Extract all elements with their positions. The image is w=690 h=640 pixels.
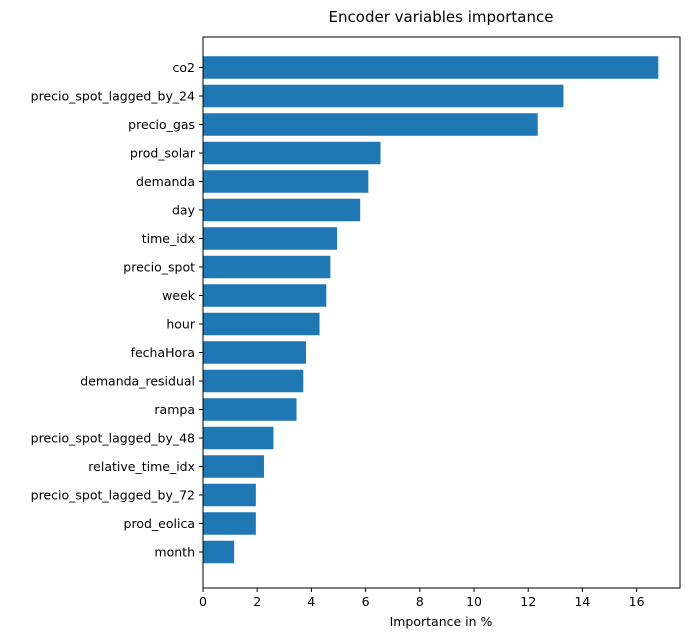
bars-layer <box>203 56 659 564</box>
x-tick-label: 10 <box>466 594 482 609</box>
bar-day <box>203 198 361 222</box>
y-tick-label: demanda_residual <box>80 374 195 389</box>
bar-precio_spot_lagged_by_24 <box>203 84 564 108</box>
bar-precio_spot_lagged_by_72 <box>203 483 256 507</box>
x-axis-ticks: 0 2 4 6 8 10 12 14 16 <box>199 588 645 609</box>
x-axis-label: Importance in % <box>390 614 493 629</box>
x-tick-label: 2 <box>253 594 261 609</box>
y-tick-label: precio_spot_lagged_by_72 <box>31 488 195 503</box>
bar-month <box>203 540 235 564</box>
plot-frame <box>202 36 681 589</box>
bar-fechaHora <box>203 341 306 364</box>
y-tick-label: rampa <box>154 402 195 417</box>
bar-prod_solar <box>203 141 381 165</box>
x-tick-label: 14 <box>574 594 590 609</box>
y-tick-label: week <box>162 288 196 303</box>
y-tick-label: co2 <box>173 60 195 75</box>
y-tick-label: time_idx <box>142 231 195 246</box>
x-tick-label: 8 <box>416 594 424 609</box>
bar-precio_gas <box>203 113 538 136</box>
y-tick-label: precio_gas <box>128 117 195 132</box>
x-tick-label: 4 <box>307 594 315 609</box>
y-tick-label: prod_solar <box>130 146 196 161</box>
y-tick-label: precio_spot_lagged_by_48 <box>31 431 195 446</box>
bar-time_idx <box>203 227 338 250</box>
y-tick-label: hour <box>166 317 195 332</box>
bar-co2 <box>203 56 659 79</box>
y-tick-label: day <box>172 203 196 218</box>
x-tick-label: 0 <box>199 594 207 609</box>
x-tick-label: 12 <box>520 594 536 609</box>
x-tick-label: 16 <box>629 594 645 609</box>
y-tick-label: month <box>154 545 195 560</box>
bar-prod_eolica <box>203 512 256 535</box>
y-tick-label: fechaHora <box>131 345 195 360</box>
bar-week <box>203 284 327 307</box>
bar-demanda_residual <box>203 369 304 393</box>
y-tick-label: precio_spot_lagged_by_24 <box>31 89 195 104</box>
y-tick-label: demanda <box>136 174 195 189</box>
bar-rampa <box>203 398 297 421</box>
bar-demanda <box>203 170 369 193</box>
bar-precio_spot_lagged_by_48 <box>203 426 274 450</box>
bar-precio_spot <box>203 255 331 279</box>
chart-title: Encoder variables importance <box>329 8 554 26</box>
y-tick-label: precio_spot <box>123 260 195 275</box>
x-tick-label: 6 <box>362 594 370 609</box>
bar-relative_time_idx <box>203 455 264 478</box>
bar-hour <box>203 312 320 336</box>
y-tick-label: relative_time_idx <box>88 459 195 474</box>
category-labels: co2 precio_spot_lagged_by_24 precio_gaspro… <box>31 60 203 560</box>
y-tick-label: prod_eolica <box>124 516 195 531</box>
